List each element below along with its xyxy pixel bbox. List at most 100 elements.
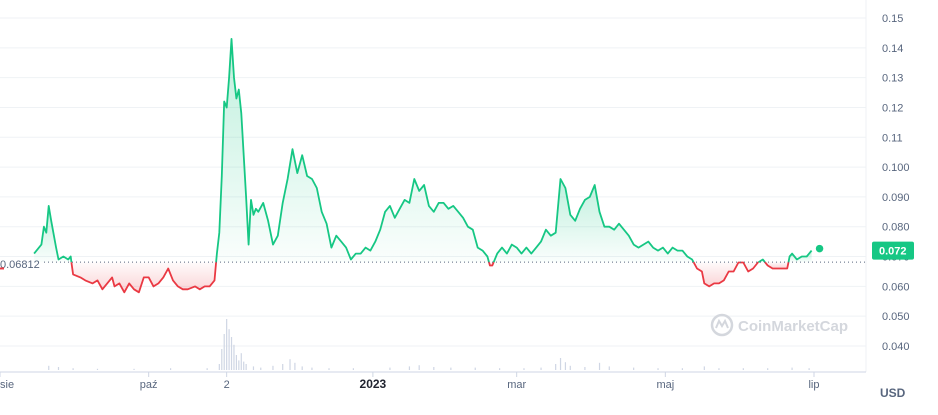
x-tick-label: lip	[808, 379, 819, 391]
y-tick-label: 0.080	[882, 222, 910, 234]
volume-bar	[218, 364, 220, 370]
volume-bar	[555, 364, 557, 370]
price-area	[34, 38, 812, 293]
volume-bar	[272, 365, 274, 370]
x-tick-label: sie	[0, 379, 14, 391]
price-line-down	[764, 261, 790, 270]
volume-bar	[240, 353, 242, 370]
volume-bar	[540, 367, 542, 370]
y-tick-label: 0.12	[882, 102, 903, 114]
volume-bar	[233, 344, 235, 370]
volume-bar	[72, 368, 74, 370]
y-tick-label: 0.11	[882, 132, 903, 144]
volume-bar	[608, 366, 610, 370]
x-tick-label: paź	[140, 379, 158, 391]
volume-bar	[499, 368, 501, 370]
price-line-up	[787, 250, 813, 263]
price-line-up	[492, 178, 695, 263]
y-tick-label: 0.13	[882, 73, 903, 85]
volume-bar	[681, 368, 683, 370]
volume-bar	[767, 368, 769, 370]
x-tick-label: 2023	[360, 377, 387, 391]
x-tick-label: 2	[224, 379, 230, 391]
price-line-down	[488, 261, 495, 267]
volume-bar	[633, 367, 635, 370]
volume-bar	[703, 366, 705, 370]
volume-bar	[133, 368, 135, 370]
volume-bar	[474, 367, 476, 370]
volume-bar	[450, 367, 452, 370]
volume-bar	[235, 355, 238, 370]
reference-line: 0.06812	[0, 259, 866, 271]
y-tick-label: 0.090	[882, 192, 910, 204]
price-line	[33, 38, 813, 294]
volume-bar	[718, 368, 720, 370]
volume-bar	[408, 366, 411, 370]
current-price-badge	[872, 241, 914, 260]
volume-bar	[559, 358, 562, 370]
volume-bar	[228, 329, 230, 370]
volume-bar	[584, 367, 586, 370]
y-tick-label: 0.100	[882, 162, 910, 174]
volume-bar	[169, 368, 172, 370]
volume-bar	[808, 368, 810, 370]
price-area-up	[493, 179, 694, 263]
volume-bar	[742, 368, 744, 370]
x-axis: sie paź 2 2023 mar maj lip	[0, 372, 820, 391]
volume-bar	[301, 366, 303, 370]
volume-bar	[523, 368, 525, 370]
volume-bar	[252, 366, 255, 370]
volume-bar	[328, 368, 330, 370]
volume-bar	[260, 367, 262, 370]
volume-bar	[791, 367, 793, 370]
volume-bar	[238, 360, 240, 370]
x-tick-label: mar	[507, 379, 526, 391]
current-price-label: 0.072	[879, 246, 907, 258]
current-price-dot	[814, 243, 825, 254]
y-tick-label: 0.040	[882, 341, 910, 353]
price-line-up	[33, 205, 73, 263]
volume-bar	[598, 362, 601, 370]
volume-bar	[433, 367, 435, 370]
volume-bar	[221, 349, 223, 370]
volume-bar	[311, 367, 313, 370]
currency-label: USD	[880, 386, 906, 400]
price-line-down	[70, 262, 217, 294]
volume-bar	[206, 368, 208, 370]
volume-bar	[226, 319, 228, 370]
y-tick-label: 0.15	[882, 13, 903, 25]
volume-bar	[657, 368, 659, 370]
volume-bar	[389, 367, 391, 370]
price-line-down	[692, 261, 759, 288]
volume-bars	[48, 319, 810, 370]
volume-bar	[243, 361, 245, 370]
volume-bar	[57, 367, 60, 370]
volume-bar	[352, 368, 354, 370]
volume-bar	[245, 364, 247, 370]
coinmarketcap-logo-icon	[710, 313, 734, 337]
price-area-up	[216, 38, 489, 263]
x-tick-label: maj	[656, 379, 674, 391]
volume-bar	[294, 362, 296, 370]
y-tick-label: 0.060	[882, 281, 910, 293]
reference-price-label: 0.06812	[0, 259, 40, 271]
volume-bar	[418, 365, 420, 370]
watermark: CoinMarketCap	[710, 313, 848, 337]
volume-bar	[230, 337, 233, 370]
coinmarketcap-logo-mark-icon	[715, 318, 729, 329]
price-area-down	[693, 262, 759, 287]
volume-bar	[96, 368, 99, 370]
price-area-up	[788, 250, 812, 263]
volume-bar	[564, 362, 567, 370]
volume-bar	[282, 364, 284, 370]
volume-bar	[289, 359, 291, 370]
volume-bar	[48, 365, 50, 370]
y-tick-label: 0.050	[882, 311, 910, 323]
current-price-marker: 0.072	[814, 241, 914, 260]
y-axis: 0.0400.0500.0600.0700.0800.0900.1000.110…	[882, 13, 910, 353]
price-line-up	[758, 258, 766, 263]
y-tick-label: 0.14	[882, 43, 903, 55]
volume-bar	[569, 365, 571, 370]
